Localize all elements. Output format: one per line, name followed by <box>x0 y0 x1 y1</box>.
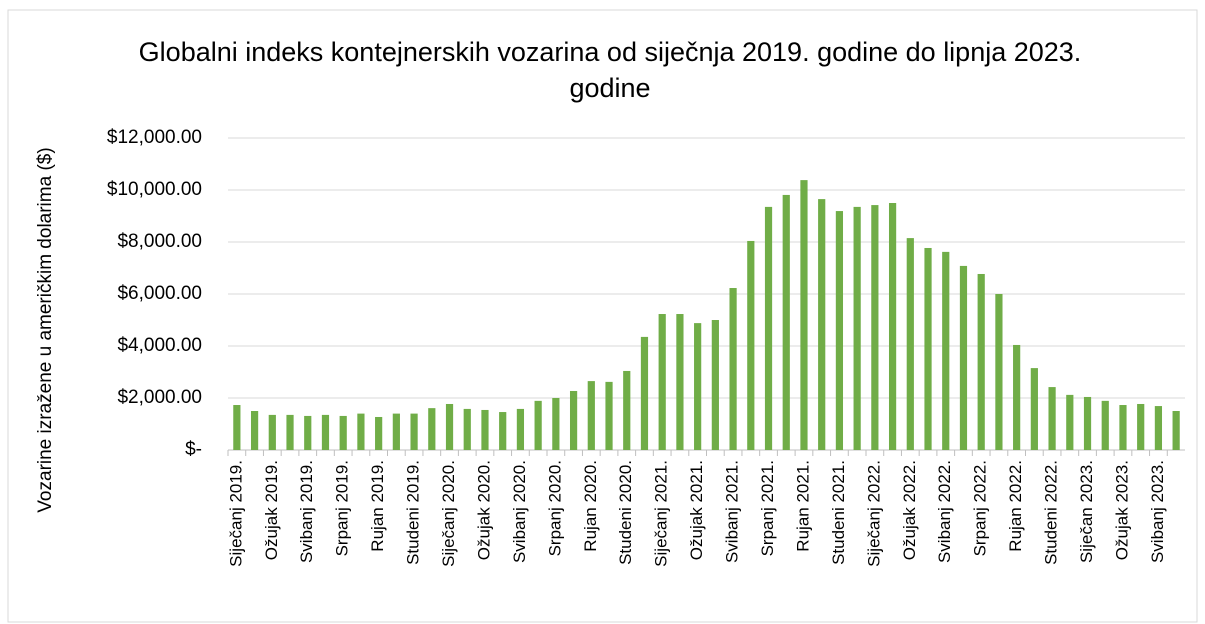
x-tick-label: Ožujak 2022. <box>900 460 919 560</box>
x-tick-label: Svibanj 2021. <box>723 460 742 563</box>
bar <box>445 403 454 450</box>
bar <box>800 180 808 450</box>
bar <box>1101 400 1109 450</box>
bar <box>1048 387 1056 450</box>
bar <box>694 323 702 450</box>
x-tick-label: Siječanj 2019. <box>226 460 245 567</box>
bar <box>605 381 613 450</box>
bar <box>375 416 383 450</box>
y-tick-label: $2,000.00 <box>117 387 202 408</box>
x-tick-label: Ožujak 2023. <box>1112 460 1131 560</box>
x-tick-label: Siječanj 2020. <box>439 460 458 567</box>
x-tick-label: Srpanj 2019. <box>333 460 352 556</box>
bar <box>782 194 790 450</box>
bar <box>1030 368 1038 450</box>
bar <box>392 413 400 450</box>
bar <box>1083 396 1092 450</box>
y-tick-label: $6,000.00 <box>117 283 202 304</box>
x-tick-label: Rujan 2019. <box>368 460 387 552</box>
x-tick-label: Studeni 2021. <box>829 460 848 565</box>
bar <box>729 288 737 450</box>
x-tick-label: Svibanj 2019. <box>297 460 316 563</box>
x-tick-label: Rujan 2021. <box>793 460 812 552</box>
y-tick-label: $12,000.00 <box>107 127 202 148</box>
x-tick-label: Svibanj 2022. <box>935 460 954 563</box>
x-tick-label: Siječan 2023. <box>1077 460 1096 563</box>
y-tick-label: $8,000.00 <box>117 231 202 252</box>
x-tick-label: Studeni 2020. <box>616 460 635 565</box>
bar <box>552 398 560 450</box>
x-tick-label: Ožujak 2020. <box>474 460 493 560</box>
y-tick-label: $4,000.00 <box>117 335 202 356</box>
bar <box>410 413 418 450</box>
y-tick-label: $- <box>185 439 202 460</box>
bar <box>587 381 595 450</box>
bar <box>1154 406 1163 450</box>
bar <box>871 205 879 450</box>
bar <box>835 211 844 450</box>
bar <box>623 370 631 450</box>
chart-border <box>7 9 1198 623</box>
bar <box>640 336 649 450</box>
bar <box>357 413 365 450</box>
bar <box>463 408 471 450</box>
bar <box>428 408 436 450</box>
bar <box>995 294 1003 450</box>
bar <box>888 203 897 450</box>
x-tick-label: Studeni 2019. <box>404 460 423 565</box>
x-tick-label: Studeni 2022. <box>1042 460 1061 565</box>
bar <box>853 206 861 450</box>
x-tick-label: Ožujak 2021. <box>687 460 706 560</box>
bar <box>481 409 489 450</box>
bar <box>658 314 666 450</box>
bar <box>286 414 294 450</box>
bar <box>1137 403 1145 450</box>
bar <box>906 238 914 450</box>
bar <box>818 199 826 450</box>
bar <box>942 251 950 450</box>
bar <box>534 400 542 450</box>
x-tick-label: Rujan 2022. <box>1006 460 1025 552</box>
x-tick-label: Svibanj 2023. <box>1148 460 1167 563</box>
x-tick-label: Srpanj 2022. <box>971 460 990 556</box>
bar <box>250 411 259 450</box>
chart-title: Globalni indeks kontejnerskih vozarina o… <box>138 37 1082 103</box>
x-tick-label: Srpanj 2020. <box>545 460 564 556</box>
y-tick-label: $10,000.00 <box>107 179 202 200</box>
bar <box>959 265 968 450</box>
x-tick-label: Siječanj 2022. <box>864 460 883 567</box>
x-tick-label: Ožujak 2019. <box>262 460 281 560</box>
x-tick-label: Srpanj 2021. <box>758 460 777 556</box>
bar <box>747 240 755 450</box>
bar <box>268 414 276 450</box>
bar <box>339 415 347 450</box>
bar <box>1066 394 1074 450</box>
y-axis-title: Vozarine izražene u američkim dolarima (… <box>35 147 56 512</box>
bar <box>1172 411 1180 450</box>
x-tick-label: Siječanj 2021. <box>652 460 671 567</box>
bar <box>676 314 684 450</box>
bar <box>977 273 985 450</box>
bar <box>711 320 719 450</box>
x-tick-label: Rujan 2020. <box>581 460 600 552</box>
bar <box>516 408 525 450</box>
x-tick-label: Svibanj 2020. <box>510 460 529 563</box>
bar <box>1013 344 1021 450</box>
bar <box>569 390 578 450</box>
bar <box>1119 405 1127 450</box>
bar <box>764 206 773 450</box>
bar <box>499 412 507 450</box>
bar <box>321 414 330 450</box>
bar <box>233 405 241 450</box>
bar <box>304 415 312 450</box>
bar <box>924 247 932 450</box>
